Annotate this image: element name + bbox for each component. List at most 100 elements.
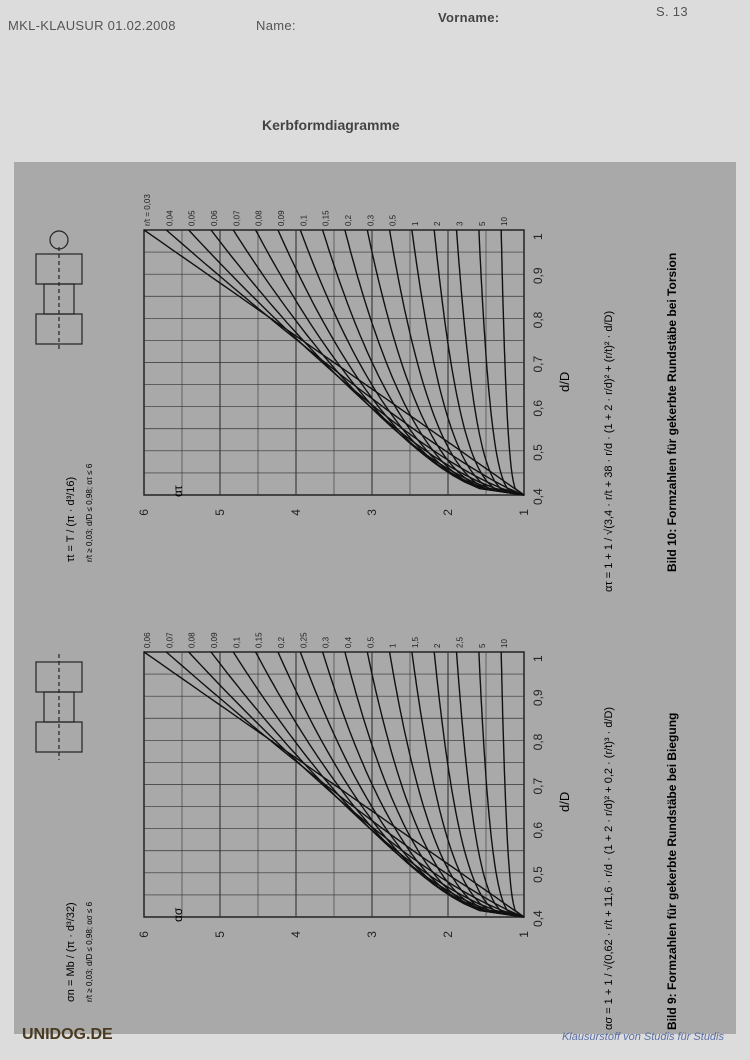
y-tick-label: 5 [213,931,227,938]
curve-label: 10 [500,217,509,226]
notch-curve [366,651,525,918]
footer-logo: UNIDOG.DE [22,1026,113,1043]
page-title: Kerbformdiagramme [262,117,400,133]
y-tick-label: 1 [517,509,531,516]
x-tick-label: 0,5 [531,866,545,883]
torsion-x-axis-label: d/D [557,372,572,392]
x-tick-label: 0,7 [531,777,545,794]
x-tick-label: 0,9 [531,689,545,706]
curve-label: 2 [433,643,442,648]
curve-label: 0,06 [210,210,219,226]
curve-label: 5 [478,643,487,648]
notch-curve [388,229,525,496]
x-tick-label: 0,9 [531,267,545,284]
curve-label: 0,08 [255,210,264,226]
notch-curve [500,229,525,496]
y-tick-label: 1 [517,931,531,938]
curve-label: 0,15 [255,632,264,648]
curve-label: 0,3 [322,636,331,648]
curve-label: 2,5 [456,636,465,648]
curve-label: 2 [433,221,442,226]
curve-label: 0,25 [299,632,308,648]
notch-curve [321,651,525,918]
x-tick-label: 1 [531,233,545,240]
bending-formula-top: σn = Mb / (π · d³/32) [65,902,77,1002]
notch-curve [388,651,525,918]
torsion-condition: r/t ≥ 0,03; d/D ≤ 0,98; ατ ≤ 6 [85,463,94,562]
notch-curve [411,651,525,918]
torsion-y-axis-label: ατ [171,485,185,497]
diagram-svg: 1 2 3 4 5 6 0,4 0,5 0,6 0,7 0,8 0,9 1 r/t = 0,03 0,04… [35,194,679,1030]
y-tick-label: 2 [441,509,455,516]
notch-curve [455,651,525,918]
y-tick-label: 4 [289,931,303,938]
y-tick-label: 3 [365,931,379,938]
curve-label: 0,05 [188,210,197,226]
x-tick-label: 0,8 [531,733,545,750]
curve-label: 0,2 [277,636,286,648]
notch-curve [277,229,525,496]
y-tick-label: 6 [137,509,151,516]
notch-curve [433,651,525,918]
curve-label: 10 [500,639,509,648]
x-tick-label: 0,8 [531,311,545,328]
x-tick-label: 0,5 [531,444,545,461]
footer-text: Klausurstoff von Studis für Studis [561,1031,724,1043]
bending-formula-bottom: ασ = 1 + 1 / √(0,62 · r/t + 11,6 · r/d ·… [603,707,615,1030]
curve-label: r/t = 0,03 [143,194,152,226]
curve-label: 1,5 [411,636,420,648]
torsion-formula-bottom: ατ = 1 + 1 / √(3,4 · r/t + 38 · r/d · (1… [603,311,615,592]
x-tick-label: 1 [531,655,545,662]
torsion-formula-top: τt = T / (π · d³/16) [65,477,77,562]
notch-curve [366,229,525,496]
curve-label: 0,1 [299,214,308,226]
page-number: S. 13 [656,4,688,19]
curve-label: 0,04 [165,210,174,226]
curve-label: 0,07 [165,632,174,648]
x-tick-label: 0,4 [531,488,545,505]
notch-curve [411,229,525,496]
bending-y-axis-label: ασ [171,907,185,922]
notch-curve [232,651,525,918]
curve-label: 5 [478,221,487,226]
x-tick-label: 0,6 [531,822,545,839]
notch-curve [500,651,525,918]
notch-curve [299,651,525,918]
curve-label: 3 [456,221,465,226]
x-tick-label: 0,7 [531,355,545,372]
diagram-bending: 1 2 3 4 5 6 0,4 0,5 0,6 0,7 0,8 0,9 1 0,06 0,07 0,08 0,… [137,632,545,938]
curve-label: 0,15 [322,210,331,226]
bending-x-axis-label: d/D [557,792,572,812]
diagram-sheet: 1 2 3 4 5 6 0,4 0,5 0,6 0,7 0,8 0,9 1 r/t = 0,03 0,04… [14,162,736,1034]
curve-label: 0,09 [277,210,286,226]
curve-label: 1 [411,221,420,226]
name-label: Name: [256,18,296,33]
y-tick-label: 4 [289,509,303,516]
diagram-torsion: 1 2 3 4 5 6 0,4 0,5 0,6 0,7 0,8 0,9 1 r/t = 0,03 0,04… [137,194,545,516]
bending-caption: Bild 9: Formzahlen für gekerbte Rundstäb… [665,713,679,1030]
notch-curve [455,229,525,496]
x-tick-label: 0,6 [531,400,545,417]
bending-condition: r/t ≥ 0,03; d/D ≤ 0,98; ασ ≤ 6 [85,901,94,1002]
curve-label: 0,08 [188,632,197,648]
curve-label: 0,5 [389,214,398,226]
notch-curve [321,229,525,496]
shaft-sketch-bending-icon [35,654,83,760]
notch-curve [433,229,525,496]
shaft-sketch-torsion-icon [35,230,83,352]
curve-label: 0,3 [366,214,375,226]
x-tick-label: 0,4 [531,910,545,927]
firstname-label: Vorname: [438,10,500,25]
y-tick-label: 2 [441,931,455,938]
torsion-caption: Bild 10: Formzahlen für gekerbte Rundstä… [665,253,679,572]
notch-curve [478,651,525,918]
notch-curve [478,229,525,496]
curve-label: 0,09 [210,632,219,648]
y-tick-label: 3 [365,509,379,516]
curve-label: 0,07 [232,210,241,226]
notch-curve [210,651,525,918]
curve-label: 0,2 [344,214,353,226]
notch-curve [210,229,525,496]
curve-label: 0,1 [232,636,241,648]
